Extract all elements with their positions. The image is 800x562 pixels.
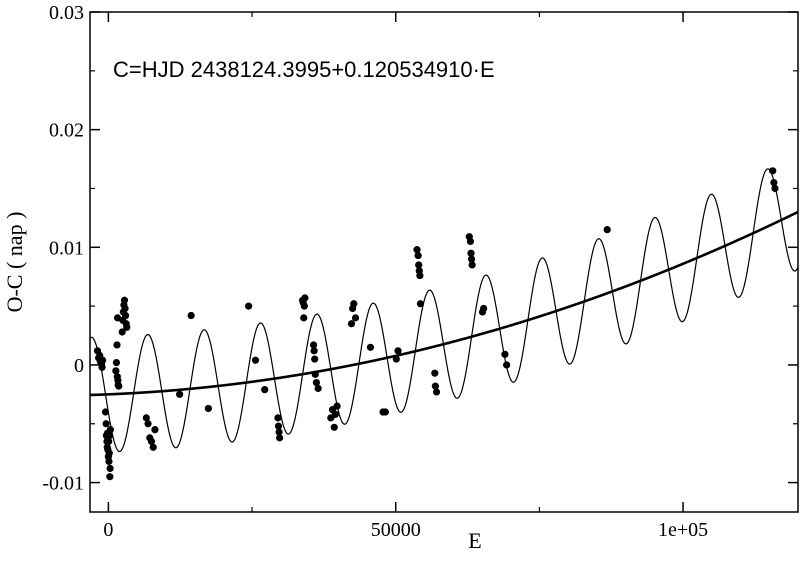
lite-fit-curve xyxy=(90,168,798,453)
data-point xyxy=(467,249,475,257)
data-point xyxy=(105,449,113,457)
data-point xyxy=(770,178,778,187)
data-point xyxy=(251,356,260,364)
data-point xyxy=(102,420,110,428)
data-point xyxy=(310,347,318,355)
data-point xyxy=(105,431,114,440)
data-point xyxy=(769,167,777,175)
data-point xyxy=(351,314,360,322)
data-point xyxy=(771,184,779,193)
data-point xyxy=(151,426,159,434)
data-point xyxy=(98,363,106,371)
x-axis-label: E xyxy=(468,528,481,553)
data-point xyxy=(333,402,341,410)
data-point xyxy=(416,271,424,280)
data-point xyxy=(330,423,338,431)
data-point xyxy=(274,422,283,430)
data-point xyxy=(431,382,439,390)
y-tick-label: 0.03 xyxy=(49,2,84,24)
data-point xyxy=(142,414,150,422)
x-tick-label: 50000 xyxy=(371,519,421,541)
data-point xyxy=(501,350,509,358)
data-point xyxy=(416,300,425,308)
data-point xyxy=(112,367,120,375)
data-point xyxy=(312,378,321,387)
data-point xyxy=(101,408,110,416)
data-point xyxy=(144,420,152,428)
data-point xyxy=(413,246,421,254)
plot-area xyxy=(90,167,798,481)
data-point xyxy=(415,261,423,269)
data-point xyxy=(350,300,358,308)
data-point xyxy=(245,302,253,310)
axis-ticks: 0 50000 1e+05 -0.01 0 0.01 0.02 0.03 xyxy=(42,2,798,541)
data-point xyxy=(147,437,156,446)
data-point xyxy=(503,361,511,369)
data-point xyxy=(120,296,129,304)
data-point xyxy=(300,302,308,310)
data-point xyxy=(122,311,130,320)
data-point xyxy=(603,226,611,234)
x-tick-label: 1e+05 xyxy=(658,519,708,541)
data-point xyxy=(106,464,114,473)
data-point xyxy=(118,328,126,336)
data-point xyxy=(468,261,476,269)
data-point xyxy=(394,347,402,355)
data-point xyxy=(106,426,114,434)
data-point xyxy=(112,358,121,367)
data-point xyxy=(113,341,121,349)
y-axis-label: O-C ( nap ) xyxy=(2,212,27,313)
data-point xyxy=(123,323,131,331)
y-tick-label: 0 xyxy=(74,355,84,377)
data-point xyxy=(275,428,283,436)
data-point xyxy=(467,255,476,263)
data-point xyxy=(414,251,422,260)
data-point xyxy=(115,382,123,390)
data-point xyxy=(274,414,282,422)
data-point xyxy=(314,384,322,393)
y-tick-label: 0.01 xyxy=(49,237,84,259)
data-point xyxy=(204,404,212,413)
data-point xyxy=(176,390,184,398)
data-point xyxy=(121,304,129,313)
data-point xyxy=(431,369,439,377)
data-point xyxy=(99,356,107,364)
data-point xyxy=(301,294,309,302)
plot-frame xyxy=(89,11,799,513)
parabola-fit-curve xyxy=(90,210,798,397)
data-point xyxy=(432,388,441,396)
data-point xyxy=(331,410,339,418)
data-point xyxy=(311,355,319,363)
ephemeris-annotation: C=HJD 2438124.3995+0.120534910·E xyxy=(113,57,495,82)
data-point xyxy=(106,473,114,481)
data-point xyxy=(187,311,195,320)
data-point xyxy=(392,355,400,363)
data-point xyxy=(105,457,113,466)
data-point xyxy=(311,370,319,378)
data-point xyxy=(149,443,157,451)
data-point xyxy=(309,341,318,349)
x-tick-label: 0 xyxy=(103,519,113,541)
data-point xyxy=(381,408,389,416)
data-point xyxy=(300,314,308,322)
data-point xyxy=(261,386,269,394)
data-point xyxy=(466,237,475,246)
data-point xyxy=(480,304,488,313)
y-tick-label: 0.02 xyxy=(49,120,84,142)
y-tick-label: -0.01 xyxy=(42,473,84,495)
data-point xyxy=(105,437,113,446)
data-point xyxy=(366,343,375,351)
data-point xyxy=(276,434,284,442)
data-point xyxy=(347,320,356,328)
